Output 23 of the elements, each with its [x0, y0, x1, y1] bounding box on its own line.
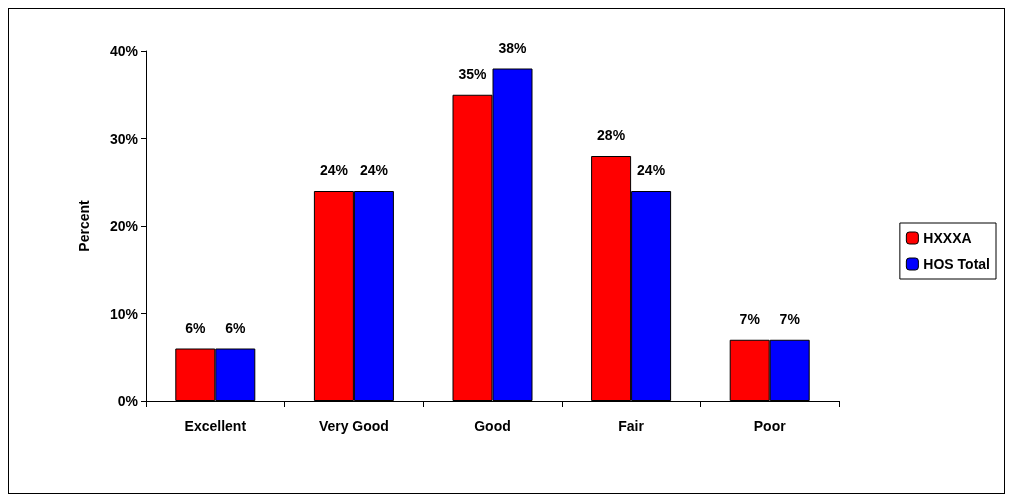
data-label: 24%	[359, 162, 389, 178]
y-tick-label: 10%	[109, 305, 139, 322]
x-tick-label: Fair	[618, 418, 645, 434]
y-tick-label: 30%	[109, 130, 139, 147]
x-tick-label: Very Good	[318, 418, 389, 434]
data-label: 7%	[779, 310, 801, 327]
legend-label: HXXXA	[923, 230, 972, 246]
data-label: 24%	[319, 162, 349, 178]
y-tick-label: 0%	[117, 393, 139, 409]
data-label: 35%	[458, 65, 488, 82]
data-label: 6%	[185, 319, 206, 336]
data-label: 28%	[597, 127, 626, 143]
legend-label: HOS Total	[923, 256, 991, 272]
y-tick-label: 20%	[109, 218, 139, 234]
y-tick-label: 40%	[109, 43, 139, 59]
data-label: 7%	[739, 310, 761, 327]
data-label: 24%	[637, 162, 666, 178]
y-axis-title: Percent	[76, 199, 92, 252]
data-label: 6%	[225, 319, 246, 336]
x-tick-label: Poor	[753, 418, 787, 434]
data-label: 38%	[498, 39, 528, 56]
x-tick-label: Excellent	[184, 418, 247, 434]
x-tick-label: Good	[474, 418, 511, 434]
